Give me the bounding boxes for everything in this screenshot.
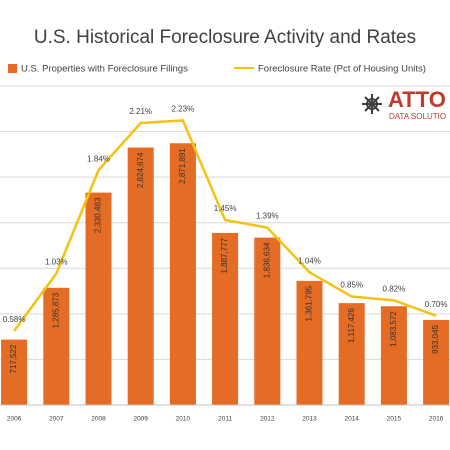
bar — [254, 237, 281, 405]
legend-label: Foreclosure Rate (Pct of Housing Units) — [258, 64, 426, 75]
logo-icon — [362, 94, 382, 114]
bar-value-label: 717,522 — [9, 344, 18, 373]
bar-value-label: 1,285,873 — [51, 292, 60, 328]
line-value-label: 0.85% — [340, 281, 363, 290]
line-value-label: 0.82% — [383, 284, 406, 293]
bar — [296, 280, 323, 405]
line-value-label: 2.21% — [129, 107, 152, 116]
line-value-label: 1.84% — [87, 154, 110, 163]
x-tick-label: 2006 — [7, 416, 22, 423]
chart-title: U.S. Historical Foreclosure Activity and… — [34, 27, 416, 48]
x-tick-label: 2014 — [344, 416, 359, 423]
bar — [127, 147, 154, 405]
x-tick-label: 2012 — [260, 416, 275, 423]
bar — [85, 192, 112, 405]
bar — [43, 287, 70, 405]
bar — [169, 143, 196, 405]
line-value-label: 1.04% — [298, 256, 321, 265]
bar — [338, 303, 365, 405]
x-tick-label: 2010 — [176, 416, 191, 423]
bar-value-label: 1,117,426 — [347, 308, 356, 344]
logo-subtitle: DATA SOLUTIO — [389, 112, 446, 121]
x-tick-label: 2013 — [302, 416, 317, 423]
line-value-label: 1.39% — [256, 212, 279, 221]
bar-value-label: 1,887,777 — [220, 237, 229, 273]
bar-value-label: 933,045 — [431, 324, 440, 353]
x-tick-label: 2016 — [429, 416, 444, 423]
line-value-label: 0.58% — [3, 315, 26, 324]
legend-label: U.S. Properties with Foreclosure Filings — [21, 64, 188, 75]
bar-value-label: 1,836,634 — [262, 242, 271, 278]
line-value-label: 0.70% — [425, 300, 448, 309]
rate-line — [13, 119, 437, 332]
bar — [1, 339, 28, 405]
x-tick-label: 2009 — [133, 416, 148, 423]
x-tick-label: 2015 — [387, 416, 402, 423]
bar-value-label: 2,824,674 — [136, 152, 145, 188]
line-value-label: 1.03% — [45, 258, 68, 267]
logo-text: ATTO — [388, 87, 446, 112]
bar-value-label: 1,083,572 — [389, 311, 398, 347]
x-tick-label: 2008 — [91, 416, 106, 423]
x-tick-label: 2011 — [218, 416, 232, 423]
line-value-label: 2.23% — [172, 105, 195, 114]
legend-swatch — [8, 64, 17, 73]
bar — [380, 306, 407, 405]
bar-value-label: 1,361,795 — [305, 285, 314, 321]
x-tick-label: 2007 — [49, 416, 64, 423]
bar-value-label: 2,871,891 — [178, 148, 187, 184]
bar — [212, 232, 239, 405]
line-value-label: 1.45% — [214, 204, 237, 213]
bar-value-label: 2,330,483 — [94, 197, 103, 233]
bar — [423, 319, 450, 405]
logo: ATTO DATA SOLUTIO — [362, 87, 446, 121]
